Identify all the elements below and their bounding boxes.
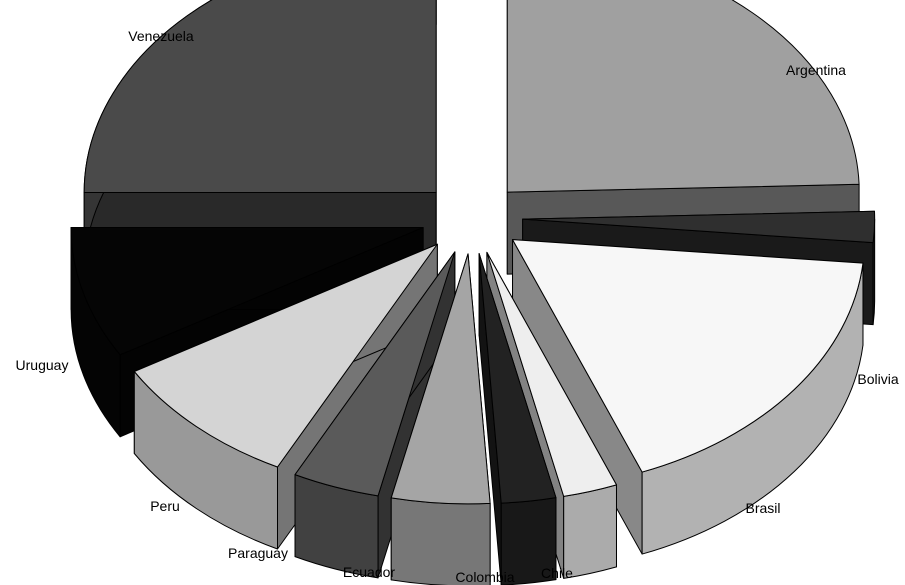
slice-labels-layer: Argentina Bolivia Brasil Chile Colombia Ecuad… xyxy=(16,28,899,585)
slice-tops-layer xyxy=(70,0,876,505)
label-uruguay: Uruguay xyxy=(16,357,69,373)
slice-argentina xyxy=(506,0,860,193)
label-argentina: Argentina xyxy=(786,62,846,78)
label-brasil: Brasil xyxy=(745,500,780,516)
slice-brasil xyxy=(512,239,864,473)
label-ecuador: Ecuador xyxy=(343,564,395,580)
slice-venezuela xyxy=(83,0,437,194)
slice-peru xyxy=(133,243,438,468)
slice-bolivia xyxy=(522,210,876,244)
slice-chile xyxy=(486,251,617,497)
slice-uruguay xyxy=(70,226,424,356)
label-colombia: Colombia xyxy=(455,569,514,585)
label-chile: Chile xyxy=(541,565,573,581)
label-bolivia: Bolivia xyxy=(857,371,898,387)
label-venezuela: Venezuela xyxy=(128,28,194,44)
slice-colombia xyxy=(478,253,557,504)
slice-paraguay xyxy=(294,251,456,497)
label-peru: Peru xyxy=(150,498,180,514)
slice-ecuador xyxy=(390,253,491,505)
label-paraguay: Paraguay xyxy=(228,545,288,561)
